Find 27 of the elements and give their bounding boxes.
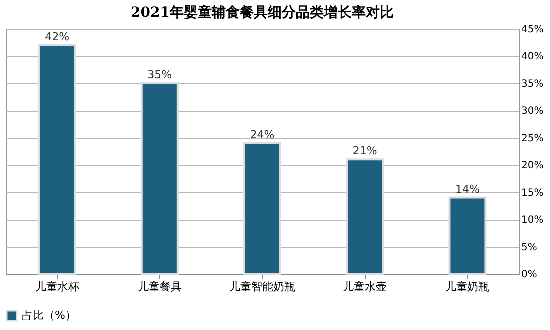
data-label: 35%	[148, 68, 172, 82]
bar	[244, 142, 282, 275]
y-tick-label: 45%	[522, 24, 544, 36]
chart-title: 2021年婴童辅食餐具细分品类增长率对比	[131, 4, 394, 21]
x-tick-label: 儿童水杯	[35, 280, 80, 294]
y-tick-label: 15%	[522, 188, 544, 199]
x-tick-label: 儿童水壶	[343, 280, 388, 294]
bar	[140, 82, 179, 275]
y-tick-label: 10%	[522, 215, 544, 226]
y-tick-label: 40%	[522, 52, 544, 63]
data-label: 14%	[455, 182, 480, 196]
y-tick-label: 0%	[522, 270, 538, 280]
data-label: 24%	[250, 128, 275, 142]
y-tick-label: 5%	[522, 242, 538, 254]
y-tick-label: 30%	[522, 106, 544, 118]
x-tick-label: 儿童餐具	[138, 280, 182, 294]
bar	[448, 196, 487, 275]
data-label: 42%	[45, 30, 70, 44]
y-tick-label: 35%	[522, 78, 544, 90]
y-tick-label: 20%	[522, 160, 544, 172]
bar	[38, 44, 76, 275]
legend-label: 占比（%）	[22, 309, 76, 322]
x-tick-label: 儿童奶瓶	[446, 280, 490, 294]
data-label: 21%	[352, 144, 378, 158]
x-tick-label: 儿童智能奶瓶	[230, 280, 296, 294]
y-tick-label: 25%	[522, 133, 544, 144]
bar	[346, 158, 384, 275]
